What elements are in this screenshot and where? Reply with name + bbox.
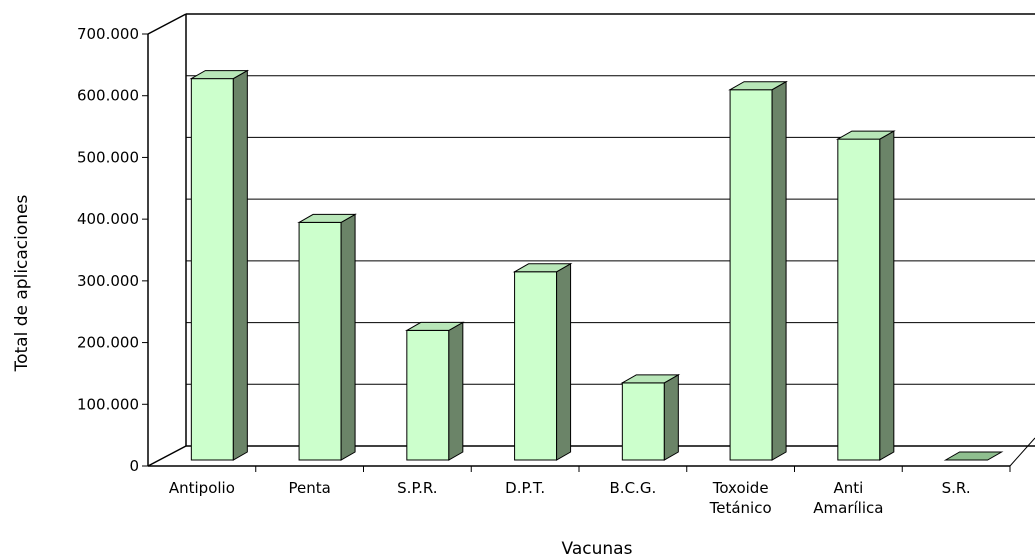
bar-top [620, 374, 681, 384]
y-tick-label: 0 [129, 457, 139, 475]
bar [189, 69, 250, 461]
x-tick-label: Anti Amarílica [813, 479, 883, 517]
x-axis-title: Vacunas [562, 539, 633, 559]
y-tick-label: 600.000 [77, 87, 139, 105]
bar-top [728, 81, 788, 91]
bar-side [340, 213, 356, 461]
y-tick-label: 200.000 [77, 334, 139, 352]
bar-top [404, 321, 465, 331]
bar-front [837, 138, 881, 461]
bar [297, 213, 357, 461]
bar-front [729, 89, 773, 461]
bar [835, 130, 896, 461]
y-tick-labels: 0 100.000 200.000 300.000 400.000 500.000 600.… [77, 25, 139, 475]
bar-front [298, 221, 342, 461]
bar [512, 262, 573, 461]
y-tick-label: 700.000 [77, 25, 139, 43]
x-tick-label: Antipolio [169, 479, 235, 497]
x-tick-labels: Antipolio Penta S.P.R. D.P.T. B.C.G. Toxoide T… [169, 479, 971, 517]
x-tick-label: Penta [288, 479, 330, 497]
x-tick-label: S.P.R. [397, 479, 437, 497]
bar-top [512, 263, 573, 273]
bar-side [771, 80, 787, 461]
chart-bars [189, 69, 1004, 461]
bar-top [835, 130, 896, 140]
bar-front [514, 271, 558, 461]
bar-front [406, 329, 450, 461]
bar-side [663, 373, 679, 461]
bar-front [621, 382, 665, 461]
bar [404, 321, 465, 461]
y-tick-label: 300.000 [77, 272, 139, 290]
y-tick-label: 500.000 [77, 148, 139, 166]
bar-front [190, 78, 234, 461]
x-tick-label: B.C.G. [610, 479, 657, 497]
x-tick-label: Toxoide Tetánico [709, 479, 772, 517]
x-tick-label: S.R. [942, 479, 971, 497]
bar [943, 451, 1004, 461]
chart-axes [142, 13, 1035, 472]
bar-side [556, 262, 572, 461]
bar-side [448, 321, 464, 461]
y-axis-title: Total de aplicaciones [12, 194, 32, 372]
x-tick-label: D.P.T. [505, 479, 545, 497]
y-tick-label: 400.000 [77, 210, 139, 228]
bar-top [943, 451, 1004, 461]
floor-edge [147, 445, 187, 467]
bar-side [232, 69, 248, 461]
floor-right-edge [1009, 437, 1035, 467]
y-tick-label: 100.000 [77, 395, 139, 413]
bar [620, 373, 681, 461]
bar [728, 80, 788, 461]
bar-top [189, 70, 250, 80]
side-wall-top-edge [147, 13, 187, 35]
bar-side [879, 130, 895, 461]
bar-top [297, 213, 357, 223]
